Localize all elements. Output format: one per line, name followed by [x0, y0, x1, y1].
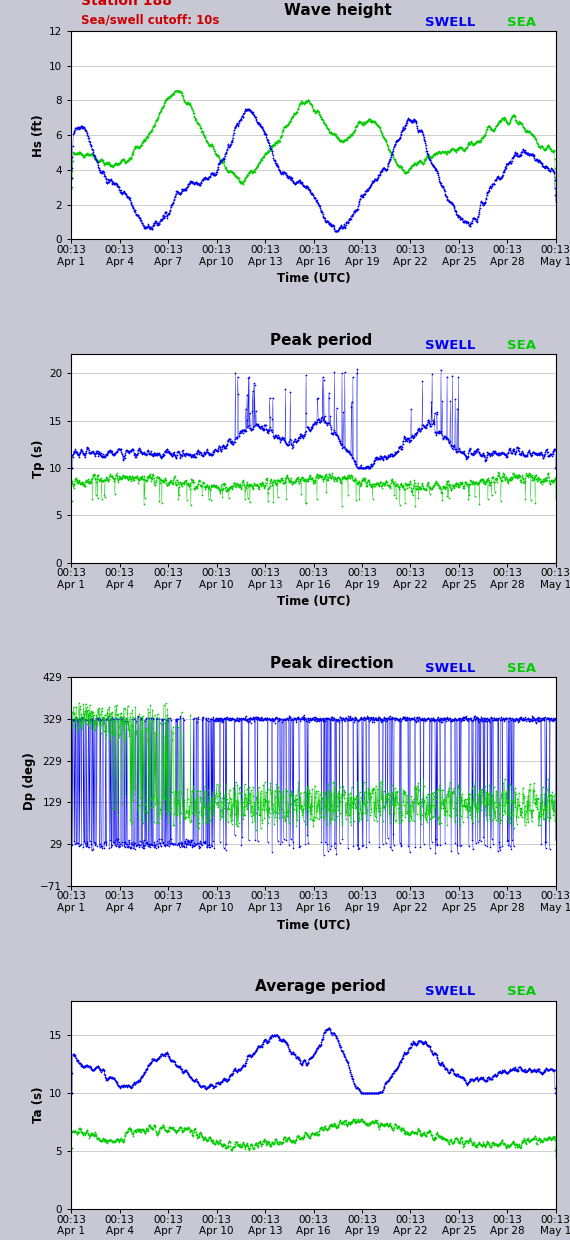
Y-axis label: Tp (s): Tp (s) [32, 439, 45, 477]
X-axis label: Time (UTC): Time (UTC) [276, 595, 351, 609]
Text: Peak direction: Peak direction [270, 656, 394, 671]
Y-axis label: Ta (s): Ta (s) [32, 1086, 45, 1123]
X-axis label: Time (UTC): Time (UTC) [276, 273, 351, 285]
Text: Station 188: Station 188 [81, 0, 172, 9]
Text: Sea/swell cutoff: 10s: Sea/swell cutoff: 10s [81, 14, 219, 27]
Text: SEA: SEA [507, 986, 536, 998]
Text: Peak period: Peak period [270, 332, 372, 348]
Y-axis label: Dp (deg): Dp (deg) [23, 753, 36, 811]
Text: SWELL: SWELL [425, 339, 475, 352]
Text: Average period: Average period [255, 980, 386, 994]
Y-axis label: Hs (ft): Hs (ft) [32, 114, 45, 156]
Text: SEA: SEA [507, 16, 536, 29]
Text: SWELL: SWELL [425, 662, 475, 676]
Text: Wave height: Wave height [284, 4, 392, 19]
Text: SEA: SEA [507, 662, 536, 676]
Text: SEA: SEA [507, 339, 536, 352]
X-axis label: Time (UTC): Time (UTC) [276, 919, 351, 931]
Text: SWELL: SWELL [425, 986, 475, 998]
Text: SWELL: SWELL [425, 16, 475, 29]
